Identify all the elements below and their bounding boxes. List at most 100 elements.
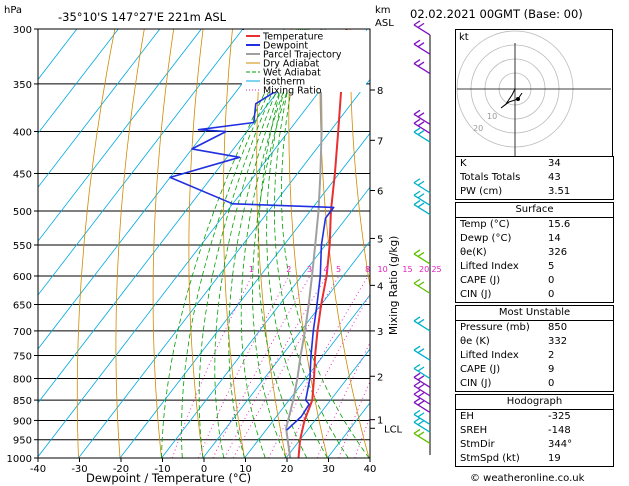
table-row: θe (K) 332 <box>456 335 613 349</box>
index-row-k: K 34 <box>456 157 613 171</box>
mixing-ratio-label: 3 <box>307 265 312 274</box>
x-tick-label: 10 <box>239 464 252 475</box>
wet-adiabat-line <box>161 29 298 458</box>
wind-barb <box>413 320 431 332</box>
row-value: 15.6 <box>548 219 571 230</box>
wind-barb-feather <box>413 178 421 184</box>
credit-text: © weatheronline.co.uk <box>470 473 585 484</box>
isotherm-line <box>38 29 244 296</box>
km-label: 7 <box>377 136 383 147</box>
wind-barb-feather <box>417 121 425 127</box>
wet-adiabat-line <box>181 29 300 458</box>
index-key: PW (cm) <box>460 186 503 197</box>
wind-barb <box>413 432 431 445</box>
wind-barb-feather <box>413 20 421 26</box>
wind-barb-feather <box>417 375 425 381</box>
row-key: StmDir <box>460 439 495 450</box>
table-row: EH -325 <box>456 410 613 424</box>
x-tick-label: -30 <box>71 464 87 475</box>
row-key: θe(K) <box>460 247 487 258</box>
dry-adiabat-line <box>115 29 145 458</box>
row-key: CIN (J) <box>460 378 492 389</box>
index-value: 43 <box>548 172 561 183</box>
row-value: 2 <box>548 350 555 361</box>
row-value: -148 <box>548 425 571 436</box>
legend-label: Mixing Ratio <box>263 86 322 97</box>
dry-adiabat-line <box>288 29 328 458</box>
isotherm-line <box>161 186 370 458</box>
wind-barb-feather <box>413 200 421 206</box>
index-key: K <box>460 158 467 169</box>
pressure-label: 950 <box>13 436 32 447</box>
dewpoint-line <box>169 29 335 431</box>
wind-barb <box>413 182 431 194</box>
isotherm-line <box>38 29 202 242</box>
wind-barb-feather <box>413 397 421 403</box>
row-value: 332 <box>548 336 568 347</box>
legend-label: Dewpoint <box>263 41 308 52</box>
most-unstable-title: Most Unstable <box>456 306 613 321</box>
dry-adiabat-line <box>319 29 370 458</box>
pressure-label: 450 <box>13 169 32 180</box>
indices-table: K 34 Totals Totals 43 PW (cm) 3.51 <box>455 156 614 200</box>
mixing-ratio-axis-label: Mixing Ratio (g/kg) <box>388 236 400 335</box>
table-row: Lifted Index 2 <box>456 349 613 363</box>
x-tick-label: -40 <box>30 464 46 475</box>
dry-adiabat-line <box>615 29 629 458</box>
row-key: Pressure (mb) <box>460 322 530 333</box>
legend-label: Wet Adiabat <box>263 68 321 79</box>
wind-barb <box>413 349 431 361</box>
wind-barb-feather <box>413 345 421 351</box>
x-tick-label: 0 <box>201 464 207 475</box>
legend-label: Temperature <box>262 32 323 43</box>
table-row: SREH -148 <box>456 424 613 438</box>
legend-label: Isotherm <box>263 77 305 88</box>
table-row: Dewp (°C) 14 <box>456 232 613 246</box>
hodograph-table: Hodograph EH -325 SREH -148 StmDir 344° Stm… <box>455 394 614 467</box>
datetime-title: 02.02.2021 00GMT (Base: 00) <box>410 7 583 21</box>
wind-barb <box>413 131 431 143</box>
wind-barb-feather <box>417 180 425 186</box>
index-row-pw: PW (cm) 3.51 <box>456 185 613 199</box>
table-row: CIN (J) 0 <box>456 288 613 302</box>
row-value: 0 <box>548 378 555 389</box>
row-value: 0 <box>548 289 555 300</box>
index-value: 3.51 <box>548 186 571 197</box>
hodograph-title: Hodograph <box>456 395 613 410</box>
mixing-ratio-label: 1 <box>249 265 254 274</box>
mixing-ratio-line <box>212 275 311 458</box>
mixing-ratio-label: 15 <box>402 265 412 274</box>
wind-barb <box>413 282 431 294</box>
wind-barb-feather <box>413 109 421 115</box>
wind-barb-feather <box>413 409 421 415</box>
wind-barb-feather <box>417 431 425 437</box>
isotherm-line <box>38 29 285 350</box>
table-row: Temp (°C) 15.6 <box>456 218 613 232</box>
table-row: Pressure (mb) 850 <box>456 321 613 335</box>
isotherm-line <box>285 348 370 458</box>
wind-barb-feather <box>417 281 425 287</box>
wind-barb <box>413 253 431 265</box>
wind-barb-feather <box>417 61 425 67</box>
row-key: CIN (J) <box>460 289 492 300</box>
legend-box <box>242 30 366 92</box>
x-axis-label: Dewpoint / Temperature (°C) <box>86 471 251 485</box>
km-label: km <box>375 5 391 16</box>
mixing-ratio-label: 8 <box>365 265 370 274</box>
wind-barb-feather <box>413 278 421 284</box>
wind-barb-feather <box>413 363 421 370</box>
mixing-ratio-label: 4 <box>324 265 329 274</box>
row-value: -325 <box>548 411 571 422</box>
wet-adiabat-line <box>240 29 308 458</box>
x-tick-label: 30 <box>322 464 335 475</box>
wind-barb <box>413 122 431 134</box>
row-value: 5 <box>548 261 555 272</box>
x-tick-label: 40 <box>364 464 377 475</box>
table-row: Lifted Index 5 <box>456 260 613 274</box>
row-key: θe (K) <box>460 336 490 347</box>
dry-adiabat-line <box>349 29 370 289</box>
pressure-label: 350 <box>13 80 32 91</box>
wind-barb-feather <box>413 316 421 322</box>
mixing-ratio-line <box>197 275 290 458</box>
wet-adiabat-line <box>281 29 370 458</box>
